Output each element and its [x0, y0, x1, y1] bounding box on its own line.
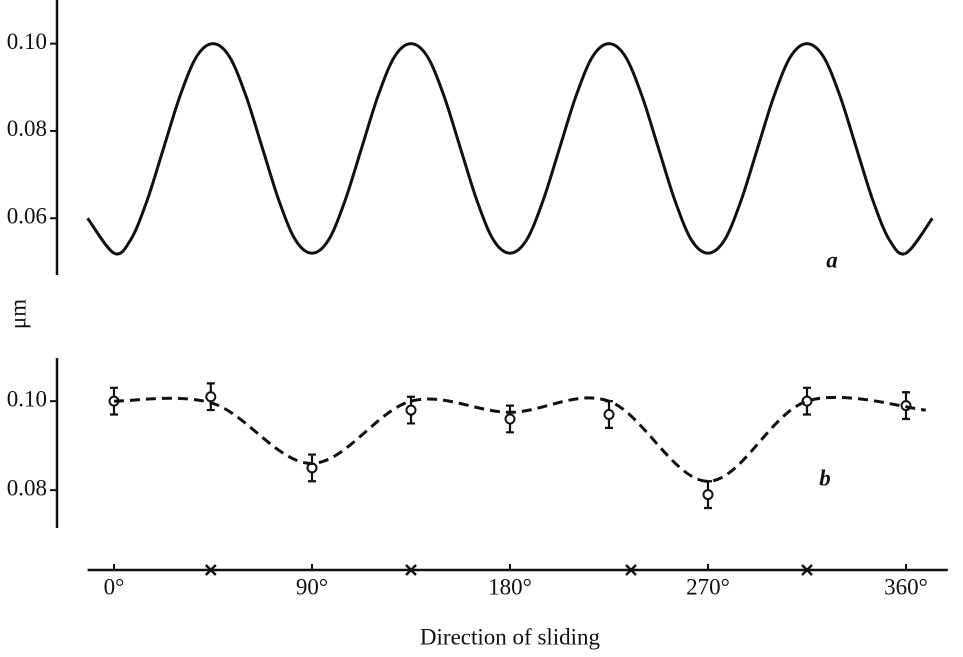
- data-point: [205, 391, 217, 403]
- x-axis-label: Direction of sliding: [420, 624, 601, 649]
- data-point: [504, 413, 516, 425]
- y-tick-label: 0.06: [7, 204, 47, 229]
- data-point: [702, 489, 714, 501]
- y-tick-label: 0.08: [7, 475, 47, 500]
- x-tick-label: 0°: [104, 574, 125, 599]
- y-axis-label: μm: [5, 299, 30, 329]
- x-tick-label: 360°: [884, 574, 928, 599]
- x-cross-mark: [801, 564, 813, 576]
- x-tick-label: 270°: [686, 574, 730, 599]
- x-cross-mark: [625, 564, 637, 576]
- y-tick-label: 0.08: [7, 116, 47, 141]
- panel-label: a: [826, 247, 838, 272]
- x-tick-label: 90°: [296, 574, 328, 599]
- x-tick-label: 180°: [488, 574, 532, 599]
- line: [86, 42, 934, 256]
- y-tick-label: 0.10: [7, 386, 47, 411]
- data-point: [603, 409, 615, 421]
- line: [113, 395, 926, 483]
- x-cross-mark: [204, 564, 217, 576]
- data-point: [405, 404, 417, 416]
- panel-label: b: [819, 465, 831, 490]
- x-cross-mark: [405, 564, 417, 576]
- y-tick-label: 0.10: [7, 29, 47, 54]
